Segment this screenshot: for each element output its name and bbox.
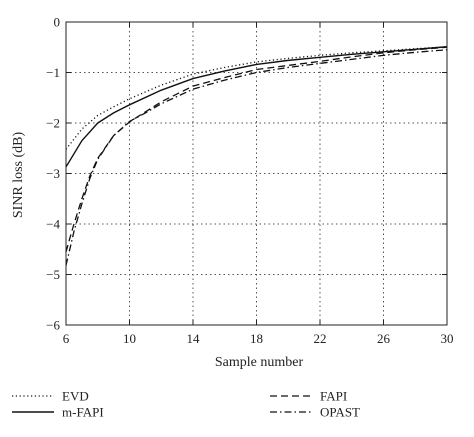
axis-ticks [65, 21, 448, 326]
y-tick-label: −5 [46, 267, 60, 282]
tick-labels: 6 10 14 18 22 26 30 0 −1 −2 −3 −4 −5 −6 [46, 15, 453, 347]
y-tick-label: −3 [46, 166, 60, 181]
series-lines [65, 46, 448, 266]
series-line-fapi [65, 46, 448, 252]
y-tick-label: −1 [46, 65, 60, 80]
x-tick-label: 10 [123, 331, 136, 346]
x-tick-label: 18 [250, 331, 263, 346]
legend-label: FAPI [320, 389, 347, 404]
legend-label: m-FAPI [62, 405, 104, 420]
x-tick-label: 14 [187, 331, 201, 346]
legend-item-opast: OPAST [270, 405, 360, 420]
y-tick-label: −2 [46, 116, 60, 131]
x-axis-label: Sample number [215, 355, 304, 370]
legend-item-evd: EVD [12, 389, 89, 404]
x-tick-label: 6 [63, 331, 70, 346]
x-tick-label: 26 [377, 331, 391, 346]
legend-label: EVD [62, 389, 89, 404]
legend-label: OPAST [320, 405, 360, 420]
x-tick-label: 30 [441, 331, 454, 346]
y-axis-label: SINR loss (dB) [11, 131, 26, 218]
y-tick-label: −4 [46, 217, 60, 232]
legend-item-fapi: FAPI [270, 389, 347, 404]
y-tick-label: 0 [54, 15, 61, 30]
legend-item-m-fapi: m-FAPI [12, 405, 104, 420]
x-tick-label: 22 [314, 331, 327, 346]
grid [66, 22, 447, 325]
series-line-evd [65, 46, 448, 150]
series-line-m-fapi [65, 46, 448, 168]
y-tick-label: −6 [46, 318, 60, 333]
